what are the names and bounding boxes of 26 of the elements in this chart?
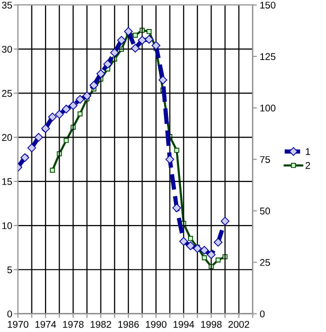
legend-label: 2 <box>306 162 310 169</box>
y-tick-label: 0 <box>7 310 12 318</box>
y2-tick-label: 75 <box>260 156 270 163</box>
y-tick-label: 20 <box>2 134 12 141</box>
x-tick-label: 1982 <box>90 320 112 328</box>
x-tick-label: 1994 <box>174 320 194 328</box>
y-tick-label: 10 <box>2 222 12 230</box>
y2-tick-label: 0 <box>260 310 265 318</box>
y2-tick-label: 50 <box>260 208 270 214</box>
y2-tick-label: 25 <box>260 259 270 266</box>
y2-tick-label: 100 <box>260 104 276 112</box>
y2-tick-label: 125 <box>260 53 276 60</box>
x-tick-label: 1998 <box>201 320 222 328</box>
y2-tick-label: 150 <box>260 2 276 9</box>
x-tick-label: 1978 <box>63 320 84 328</box>
x-tick-label: 1990 <box>146 320 166 328</box>
x-tick-label: 1970 <box>8 320 28 328</box>
legend-label: 1 <box>306 148 310 155</box>
y-tick-label: 15 <box>2 178 12 186</box>
y-tick-label: 35 <box>2 2 12 9</box>
x-tick-label: 1974 <box>35 320 56 328</box>
y-tick-label: 5 <box>7 266 12 274</box>
x-tick-label: 2002 <box>228 320 250 328</box>
x-tick-label: 1986 <box>118 320 139 328</box>
y-tick-label: 30 <box>2 46 12 53</box>
y-tick-label: 25 <box>2 90 12 97</box>
